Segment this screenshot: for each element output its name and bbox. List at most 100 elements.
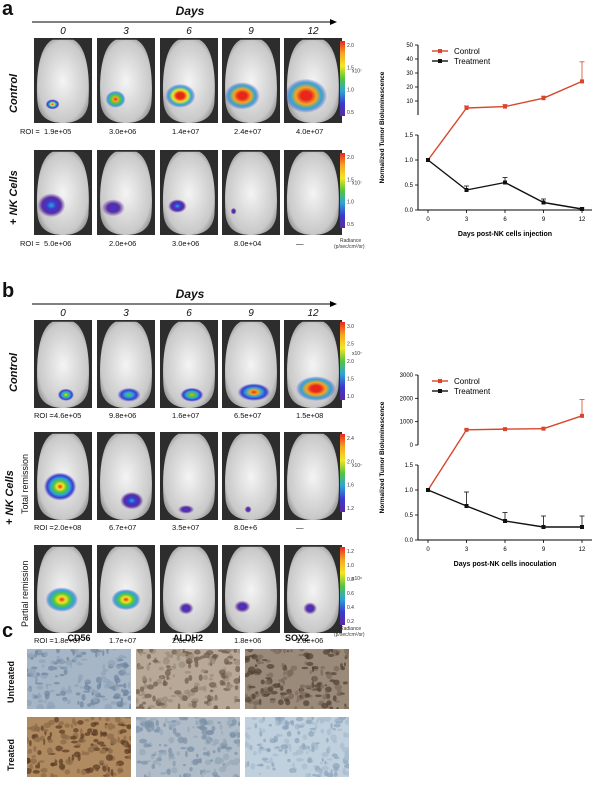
roi-prefix: ROI = [20, 239, 40, 248]
x-tick-label: 9 [542, 217, 546, 223]
b-mouse-0-0 [34, 320, 92, 408]
scale-tick: 0.6 [347, 591, 354, 597]
b-mouse-0-4 [284, 320, 342, 408]
b-scale-1: 2.4 2.0 1.6 1.2 x10⁷ [340, 434, 362, 512]
series-0-point [541, 96, 546, 101]
upper-y-tick-label: 1000 [400, 420, 414, 426]
roi-value: 1.6e+06 [296, 636, 324, 645]
scale-exponent: x10⁷ [352, 69, 362, 75]
day-label: 3 [123, 26, 129, 37]
roi-prefix: ROI = [34, 636, 54, 645]
radiance-units: (p/sec/cm²/sr) [334, 632, 365, 638]
scale-tick: 3.0 [347, 324, 354, 330]
series-1-segment [427, 489, 467, 507]
b-mouse-1-3 [222, 432, 280, 520]
legend-entry: Control [454, 377, 480, 386]
panel-a-days-arrow [32, 19, 337, 25]
series-0-point [580, 413, 584, 418]
scale-tick: 1.2 [347, 549, 354, 555]
series-0-segment [427, 429, 468, 491]
roi-value: 2.4e+07 [234, 127, 262, 136]
x-tick-label: 12 [579, 217, 586, 223]
legend-entry: Treatment [454, 387, 491, 396]
scale-exponent: x10⁷ [352, 181, 362, 187]
day-label: 3 [123, 308, 129, 319]
a-scale-1: 2.0 1.5 1.0 0.5 x10⁷ [340, 153, 362, 228]
b-mouse-2-2 [160, 545, 218, 633]
histology-1-0 [27, 717, 131, 777]
scale-tick: 2.0 [347, 43, 354, 49]
x-tick-label: 9 [542, 547, 546, 553]
b-mouse-1-2 [160, 432, 218, 520]
radiance-label: Radiance [340, 626, 362, 632]
b-mouse-0-1 [97, 320, 155, 408]
x-tick-label: 6 [503, 217, 507, 223]
scale-tick: 1.5 [347, 177, 354, 183]
series-1-segment [427, 159, 467, 191]
x-tick-label: 0 [426, 217, 430, 223]
roi-value: 9.8e+06 [109, 411, 137, 420]
lower-y-tick-label: 1.5 [405, 463, 414, 469]
roi-value: 4.6e+05 [54, 411, 82, 420]
day-label: 6 [186, 26, 192, 37]
a-mouse-1-1 [97, 150, 155, 235]
histology-1-2 [245, 717, 349, 777]
day-label: 12 [307, 26, 319, 37]
b-mouse-2-0 [34, 545, 92, 633]
a-mouse-0-1 [97, 38, 155, 123]
roi-value: 8.0e+6 [234, 523, 258, 532]
x-tick-label: 0 [426, 547, 430, 553]
series-0-segment [543, 415, 583, 430]
row-label-1: Total remission [20, 453, 30, 514]
b-mouse-0-2 [160, 320, 218, 408]
roi-value: — [296, 523, 304, 532]
series-0-segment [427, 107, 468, 161]
scale-tick: 1.0 [347, 200, 354, 206]
panel-b-days-title: Days [175, 287, 205, 301]
day-label: 12 [307, 308, 319, 319]
histology-0-2 [245, 649, 349, 709]
series-1-point [541, 200, 546, 205]
upper-y-tick-label: 20 [406, 85, 413, 91]
series-1-segment [504, 181, 544, 204]
scale-tick: 1.0 [347, 563, 354, 569]
b-mouse-2-3 [222, 545, 280, 633]
b-mouse-0-3 [222, 320, 280, 408]
roi-value: 2.0e+06 [109, 239, 137, 248]
a-mouse-1-4 [284, 150, 342, 235]
b-mouse-1-0 [34, 432, 92, 520]
roi-value: 1.5e+08 [296, 411, 324, 420]
roi-value: 1.8e+06 [234, 636, 262, 645]
series-1-point [580, 207, 584, 211]
row-label-1: + NK Cells [8, 170, 20, 225]
b-mouse-2-4 [284, 545, 342, 633]
upper-y-tick-label: 3000 [400, 373, 414, 379]
scale-tick: 0.4 [347, 605, 354, 611]
radiance-units: (p/sec/cm²/sr) [334, 244, 365, 250]
roi-value: 3.5e+07 [172, 523, 200, 532]
histology-0-1 [136, 649, 240, 709]
lower-y-tick-label: 1.0 [405, 158, 414, 164]
roi-value: 3.0e+06 [109, 127, 137, 136]
b-scale-0: 3.0 2.5 2.0 1.5 1.0 x10⁷ [340, 322, 362, 400]
series-1-point [426, 158, 430, 162]
panel-b-letter: b [2, 280, 15, 302]
legend-entry: Control [454, 47, 480, 56]
series-1-point [464, 504, 469, 508]
scale-tick: 2.5 [347, 342, 354, 348]
row-label-control: Control [8, 352, 20, 392]
series-1-segment [466, 181, 506, 191]
scale-tick: 1.5 [347, 377, 354, 383]
column-label: CD56 [67, 633, 91, 643]
day-label: 0 [60, 26, 66, 37]
roi-value: 1.8e+07 [54, 636, 82, 645]
panel-a-days-title: Days [175, 4, 205, 18]
roi-value: — [296, 239, 304, 248]
x-tick-label: 3 [465, 547, 469, 553]
roi-value: 6.5e+07 [234, 411, 262, 420]
x-axis-title: Days post-NK cells inoculation [454, 561, 557, 568]
a-mouse-1-3 [222, 150, 280, 235]
roi-value: 5.0e+06 [44, 239, 72, 248]
series-0-point [464, 427, 469, 432]
upper-y-tick-label: 10 [406, 99, 413, 105]
